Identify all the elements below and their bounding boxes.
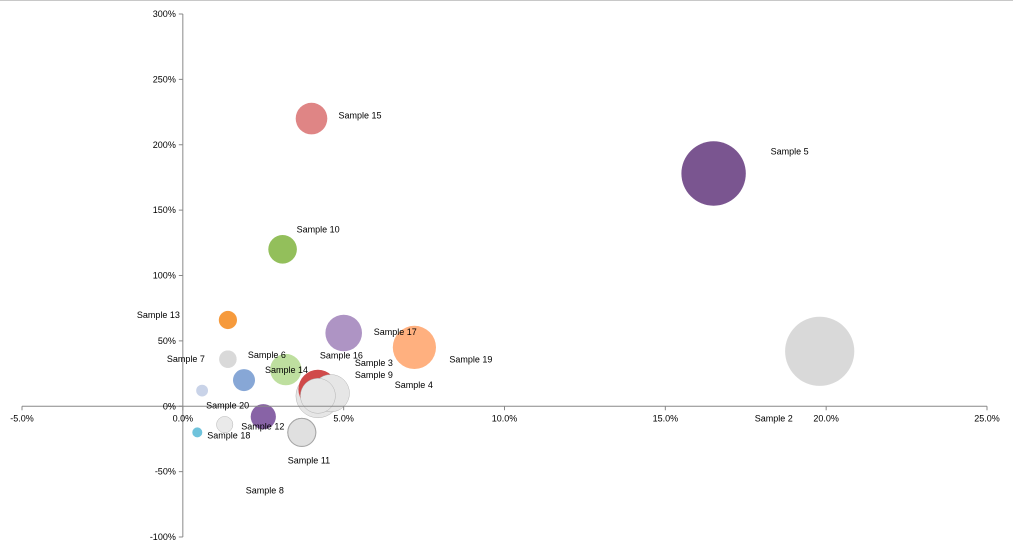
bubble-label: Sample 16 [320,350,363,360]
x-tick-label: 25.0% [974,413,1000,423]
y-tick-label: 150% [153,205,176,215]
bubble-label: Sample 5 [771,147,809,157]
bubble-label: Sample 12 [241,422,284,432]
y-tick-label: 250% [153,74,176,84]
bubble-label: Sample 4 [395,380,433,390]
bubble-unlabeled-20 [270,353,302,386]
y-tick-label: 100% [153,271,176,281]
x-tick-label: 15.0% [653,413,679,423]
bubble-sample-13 [218,310,237,330]
bubble-label: Sample 15 [339,111,382,121]
y-tick-label: 0% [163,401,176,411]
bubble-unlabeled-19 [216,416,234,433]
bubble-label: Sample 6 [248,350,286,360]
bubble-label: Sample 9 [355,370,393,380]
bubble-sample-5 [681,141,746,206]
label-layer: Sample 2 Sample 3 Sample 4 Sample 5 Sample 6… [137,111,809,496]
bubble-sample-9 [300,378,336,414]
bubble-sample-14 [233,369,255,392]
bubble-label: Sample 2 [755,413,793,423]
x-tick-label: 5.0% [333,413,354,423]
bubble-sample-19 [392,325,436,369]
y-tick-label: -100% [150,532,176,542]
bubble-label: Sample 11 [288,455,330,465]
x-tick-label: -5.0% [10,413,34,423]
x-tick-label: 10.0% [492,413,518,423]
bubble-sample-15 [295,102,328,135]
bubble-sample-2 [785,316,855,386]
top-border-line [0,0,1013,1]
bubble-sample-17 [325,314,363,352]
bubble-sample-12 [250,404,276,430]
bubble-label: Sample 3 [355,358,393,368]
y-tick-label: -50% [155,467,176,477]
y-tick-label: 200% [153,140,176,150]
bubble-label: Sample 18 [207,430,250,440]
bubble-label: Sample 13 [137,310,180,320]
bubble-label: Sample 14 [265,365,308,375]
bubble-layer [192,102,855,447]
bubble-label: Sample 7 [167,354,205,364]
bubble-sample-11 [287,417,317,447]
y-tick-label: 50% [158,336,176,346]
x-tick-label: 20.0% [813,413,839,423]
x-tick-label: 0.0% [173,413,194,423]
bubble-label: Sample 10 [297,224,340,234]
axes-layer: -5.0% 0.0% 5.0% 10.0% 15.0% 20.0% 25.0% 300% 250… [10,9,1000,542]
bubble-sample-18 [192,427,203,438]
bubble-sample-10 [268,235,297,264]
bubble-sample-20 [196,384,209,397]
bubble-label: Sample 20 [206,401,249,411]
bubble-label: Sample 8 [246,485,284,495]
bubble-label: Sample 19 [449,354,492,364]
bubble-sample-7 [219,350,237,368]
bubble-label: Sample 17 [374,327,417,337]
y-tick-label: 300% [153,9,176,19]
